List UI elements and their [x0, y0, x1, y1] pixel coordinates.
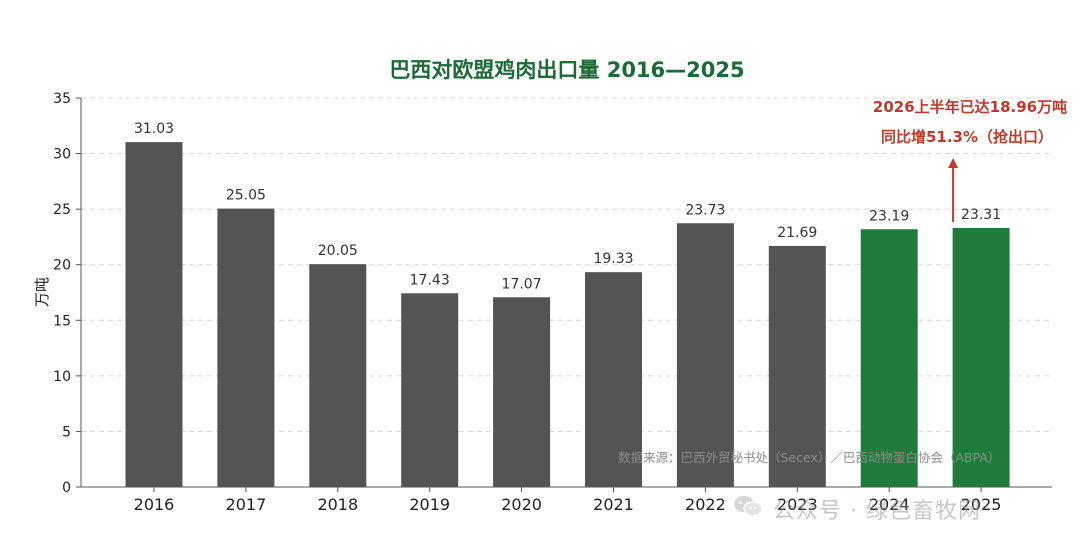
x-tick-label-2020: 2020	[501, 495, 542, 514]
data-label-2019: 17.43	[410, 272, 450, 288]
y-axis-label: 万吨	[33, 277, 51, 307]
bar-2020	[493, 297, 551, 487]
bar-2021	[585, 272, 642, 487]
annotation: 2026上半年已达18.96万吨 同比增51.3%（抢出口）	[873, 98, 1067, 222]
data-label-2021: 19.33	[593, 251, 633, 267]
data-label-2017: 25.05	[226, 188, 266, 204]
x-tick-label-2023: 2023	[777, 495, 818, 514]
y-tick-label: 20	[53, 258, 71, 274]
data-label-2023: 21.69	[777, 225, 817, 241]
data-label-2020: 17.07	[502, 276, 542, 292]
data-label-2024: 23.19	[869, 208, 909, 224]
watermark-text: 公众号 · 绿色畜牧网	[773, 499, 981, 524]
y-tick-label: 5	[62, 424, 71, 440]
x-tick-label-2022: 2022	[685, 495, 726, 514]
y-tick-label: 10	[53, 369, 71, 385]
bar-2022	[676, 223, 734, 487]
bar-2023	[768, 245, 826, 487]
y-tick-label: 0	[62, 480, 71, 496]
data-labels: 31.03 25.05 20.05 17.43 17.07 19.33 23.73 21.69…	[134, 121, 1001, 292]
annotation-arrow-head	[948, 158, 959, 168]
y-tick-label: 35	[53, 91, 71, 107]
x-tick-label-2025: 2025	[961, 495, 1002, 514]
bars	[125, 142, 1010, 488]
bar-2019	[401, 293, 459, 487]
data-label-2022: 23.73	[685, 202, 725, 218]
annotation-line-2: 同比增51.3%（抢出口）	[881, 128, 1053, 146]
watermark: 公众号 · 绿色畜牧网	[733, 487, 981, 531]
y-tick-label: 25	[53, 202, 71, 218]
chart-title: 巴西对欧盟鸡肉出口量 2016—2025	[389, 58, 744, 82]
data-label-2025: 23.31	[961, 207, 1001, 223]
x-tick-label-2017: 2017	[226, 495, 267, 514]
data-label-2018: 20.05	[318, 243, 358, 259]
x-tick-label-2024: 2024	[869, 495, 910, 514]
data-label-2016: 31.03	[134, 121, 174, 137]
bar-2018	[309, 264, 367, 487]
bar-2016	[125, 142, 183, 487]
source-note: 数据来源：巴西外贸秘书处（Secex）／巴西动物蛋白协会（ABPA）	[618, 450, 1000, 465]
x-axis-ticks: 2016 2017 2018 2019 2020 2021 2022 2023 2024 2025	[134, 487, 1002, 514]
wechat-icon	[733, 494, 763, 524]
annotation-line-1: 2026上半年已达18.96万吨	[873, 98, 1067, 116]
x-tick-label-2019: 2019	[409, 495, 450, 514]
x-tick-label-2016: 2016	[134, 495, 175, 514]
y-tick-label: 30	[53, 147, 71, 163]
bar-2024	[860, 229, 918, 488]
bar-2017	[217, 208, 275, 487]
y-axis-ticks: 0 5 10 15 20 25 30 35	[53, 91, 81, 496]
y-tick-label: 15	[53, 313, 71, 329]
bar-2025	[952, 227, 1010, 487]
x-tick-label-2021: 2021	[593, 495, 634, 514]
x-tick-label-2018: 2018	[317, 495, 358, 514]
